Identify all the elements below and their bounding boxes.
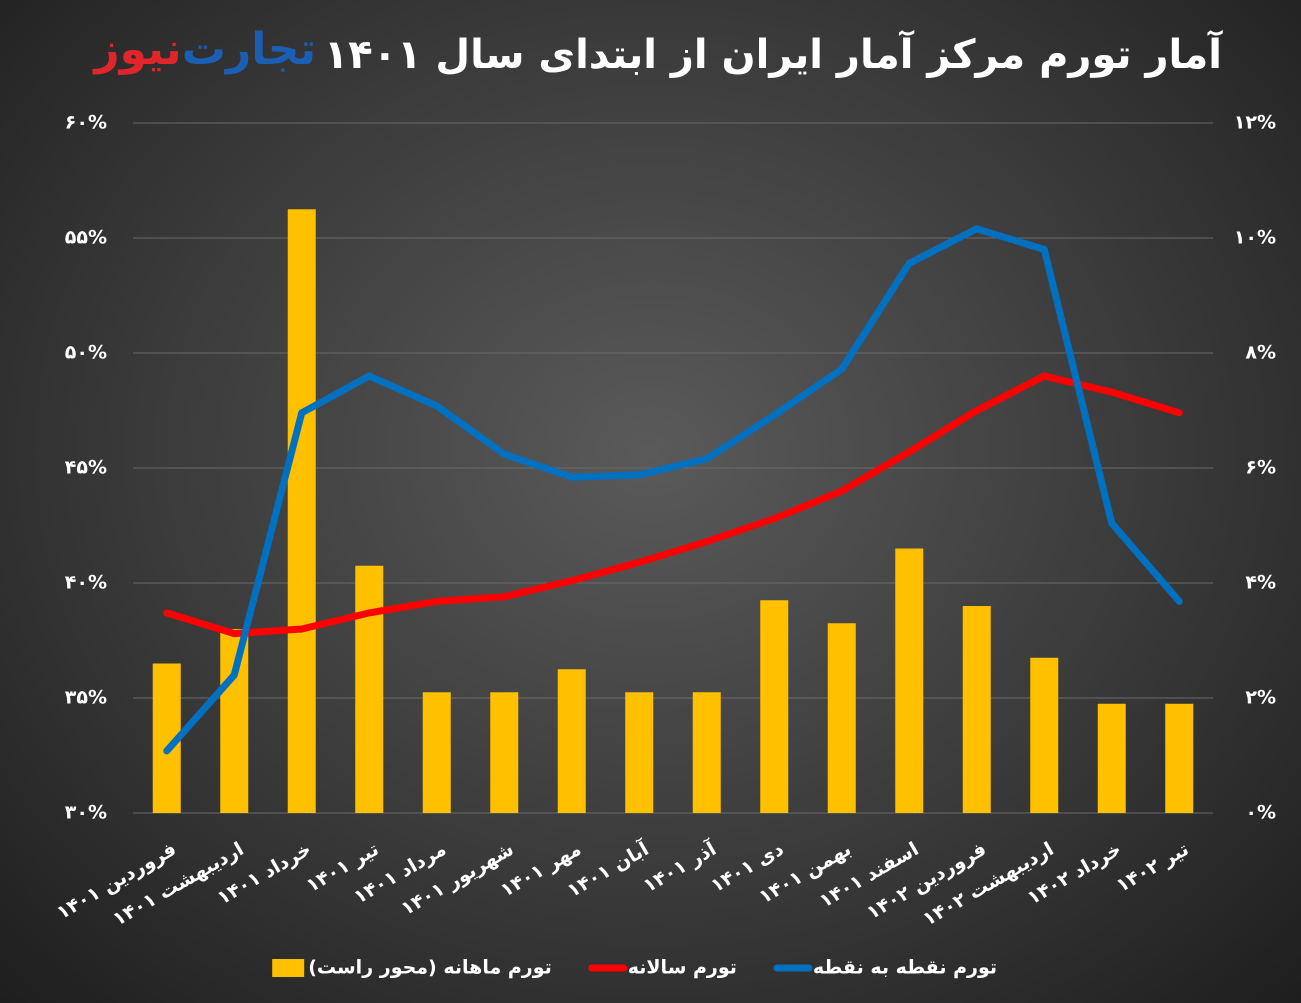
bar [355, 565, 384, 813]
x-tick-label: آذر ۱۴۰۱ [639, 836, 721, 897]
chart-title: آمار تورم مرکز آمار ایران از ابتدای سال … [324, 29, 1223, 78]
line [163, 225, 1183, 755]
bar [557, 669, 586, 813]
x-tick-label: تیر ۱۴۰۲ [1112, 838, 1192, 897]
y-tick-label: ۴۵% [65, 457, 107, 479]
bar [1097, 703, 1126, 813]
bar [1030, 657, 1059, 813]
y-tick-label: ۶۰% [65, 112, 107, 134]
y2-tick-label: ۱۰% [1234, 227, 1276, 249]
logo-text: نیوز [92, 24, 181, 75]
bar [895, 548, 924, 813]
logo-text: تجارت [182, 24, 316, 75]
bar [422, 692, 451, 813]
y2-tick-label: ۴% [1245, 572, 1276, 594]
bar [692, 692, 721, 813]
y-tick-label: ۵۵% [65, 227, 107, 249]
bar [287, 209, 316, 813]
y2-tick-label: ۰% [1245, 802, 1276, 824]
x-tick-label: شهریور ۱۴۰۱ [397, 838, 517, 920]
legend-label: تورم نقطه به نقطه [813, 957, 997, 979]
bar [490, 692, 519, 813]
y-tick-label: ۳۰% [65, 802, 107, 824]
y2-tick-label: ۶% [1245, 457, 1276, 479]
y2-tick-label: ۱۲% [1234, 112, 1276, 134]
legend-label: تورم ماهانه (محور راست) [308, 957, 552, 979]
legend-marker [272, 959, 305, 977]
bar [220, 629, 249, 813]
bar [962, 606, 991, 813]
bar [827, 623, 856, 813]
y-tick-label: ۳۵% [65, 687, 107, 709]
bar [1165, 703, 1194, 813]
bar [760, 600, 789, 813]
y2-tick-label: ۲% [1245, 687, 1276, 709]
legend-label: تورم سالانه [628, 957, 737, 979]
y2-tick-label: ۸% [1245, 342, 1276, 364]
y-tick-label: ۴۰% [65, 572, 107, 594]
bar [625, 692, 654, 813]
y-tick-label: ۵۰% [65, 342, 107, 364]
line [163, 372, 1183, 638]
